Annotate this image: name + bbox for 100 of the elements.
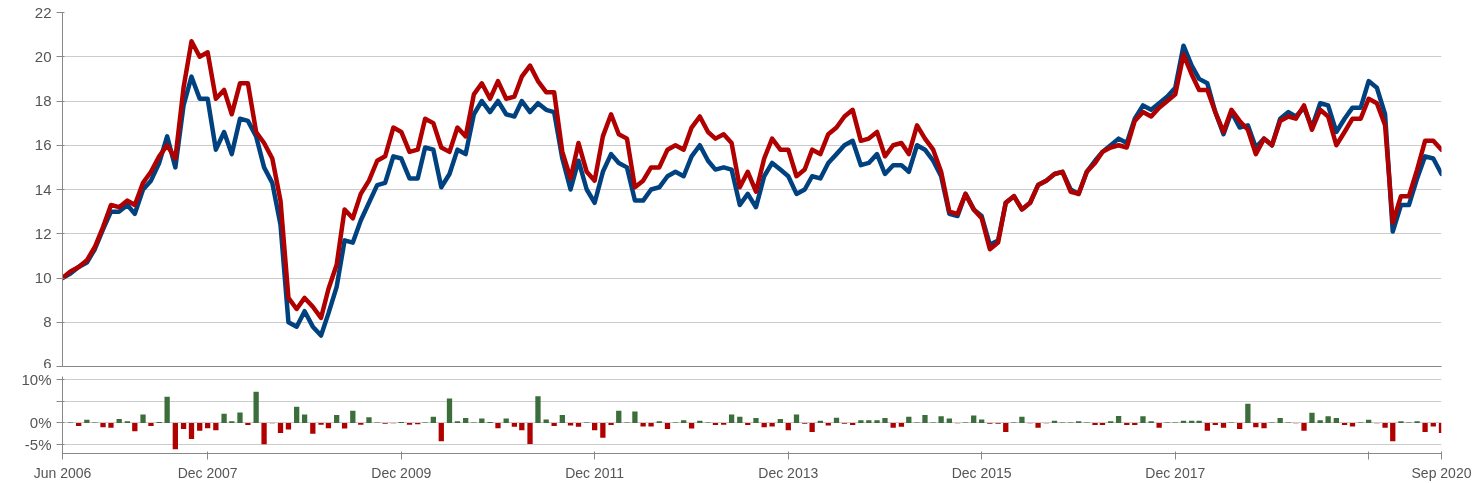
x-tick-label: Dec 2015 — [951, 464, 1012, 481]
bar — [108, 422, 114, 428]
bar — [543, 419, 549, 423]
bar — [882, 418, 888, 423]
bar — [681, 420, 687, 423]
y-tick-label: 20 — [34, 47, 52, 65]
bar — [245, 422, 251, 426]
bar — [737, 416, 743, 423]
bar — [1003, 422, 1009, 433]
bar — [116, 418, 122, 423]
bar — [366, 417, 372, 423]
bar — [334, 415, 340, 423]
bar — [253, 391, 259, 423]
bar — [1019, 416, 1025, 423]
x-tick-label: Dec 2009 — [371, 464, 432, 481]
bar — [438, 422, 444, 442]
bar — [1382, 422, 1388, 428]
bar — [527, 422, 533, 444]
bar — [188, 422, 195, 440]
bar — [1196, 420, 1202, 423]
bar — [277, 422, 284, 433]
bar — [688, 422, 695, 429]
bar — [341, 422, 348, 429]
bar — [180, 422, 187, 429]
bar — [906, 416, 912, 423]
y-tick-label: 0% — [29, 414, 52, 432]
bar — [575, 422, 582, 427]
bar — [76, 422, 82, 426]
bar — [261, 422, 267, 445]
bar — [511, 422, 518, 427]
bar — [535, 396, 541, 423]
bar — [616, 410, 622, 423]
bar — [640, 422, 646, 427]
bar — [809, 422, 815, 433]
y-tick-label: 22 — [34, 3, 52, 21]
bar — [84, 419, 90, 423]
bar — [648, 422, 654, 427]
bar — [858, 420, 864, 423]
bar — [237, 412, 243, 423]
bar — [769, 422, 775, 427]
bar — [430, 416, 436, 423]
bar — [777, 418, 783, 423]
bar — [551, 422, 557, 426]
bar — [922, 415, 928, 423]
bar — [301, 414, 308, 423]
x-tick-label: Jun 2006 — [33, 464, 92, 481]
y-tick-label: -5% — [24, 436, 52, 454]
bar — [350, 410, 356, 423]
bar — [463, 418, 469, 423]
bar — [1204, 422, 1210, 431]
bar — [898, 422, 905, 427]
bar — [1156, 422, 1162, 428]
bar — [1237, 422, 1243, 429]
bar — [1092, 422, 1098, 426]
bar — [1261, 422, 1267, 429]
bar — [1366, 419, 1372, 423]
bar — [1422, 422, 1428, 433]
bar — [608, 422, 614, 426]
bar — [979, 419, 985, 423]
bar — [971, 415, 977, 423]
bar — [1115, 415, 1122, 423]
bar — [310, 422, 316, 434]
x-tick-label: Dec 2013 — [758, 464, 819, 481]
bar — [866, 420, 872, 423]
bar — [1390, 422, 1396, 442]
bar — [197, 422, 203, 431]
bar — [664, 422, 671, 429]
bar — [1325, 416, 1331, 423]
bar — [446, 398, 453, 423]
x-tick-label: Dec 2017 — [1145, 464, 1206, 481]
bar — [728, 414, 735, 423]
x-tick-label: Sep 2020 — [1411, 464, 1472, 481]
bar — [519, 422, 525, 431]
y-tick-label: 18 — [34, 92, 52, 109]
bar — [495, 422, 501, 429]
x-tick-label: Dec 2007 — [177, 464, 238, 481]
y-tick-label: 10 — [34, 269, 52, 286]
bar — [294, 406, 300, 423]
bar — [1333, 418, 1339, 423]
bar — [890, 422, 896, 428]
y-tick-label: 8 — [43, 313, 52, 331]
bar — [559, 415, 565, 423]
y-tick-label: 14 — [34, 180, 52, 198]
bar — [1245, 403, 1251, 423]
bar — [1277, 418, 1283, 423]
bar — [1035, 422, 1041, 428]
bar — [213, 422, 219, 431]
y-tick-label: 10% — [21, 370, 52, 388]
y-tick-label: 6 — [43, 354, 52, 372]
bar — [567, 422, 574, 426]
bar — [148, 422, 154, 426]
y-tick-label: 12 — [34, 224, 52, 242]
bar — [1309, 412, 1315, 423]
bar — [600, 422, 606, 438]
bar — [938, 416, 944, 423]
bar — [140, 414, 146, 423]
bar — [172, 422, 178, 450]
bar — [1317, 420, 1323, 423]
bar — [1301, 422, 1307, 431]
bar — [164, 396, 170, 423]
